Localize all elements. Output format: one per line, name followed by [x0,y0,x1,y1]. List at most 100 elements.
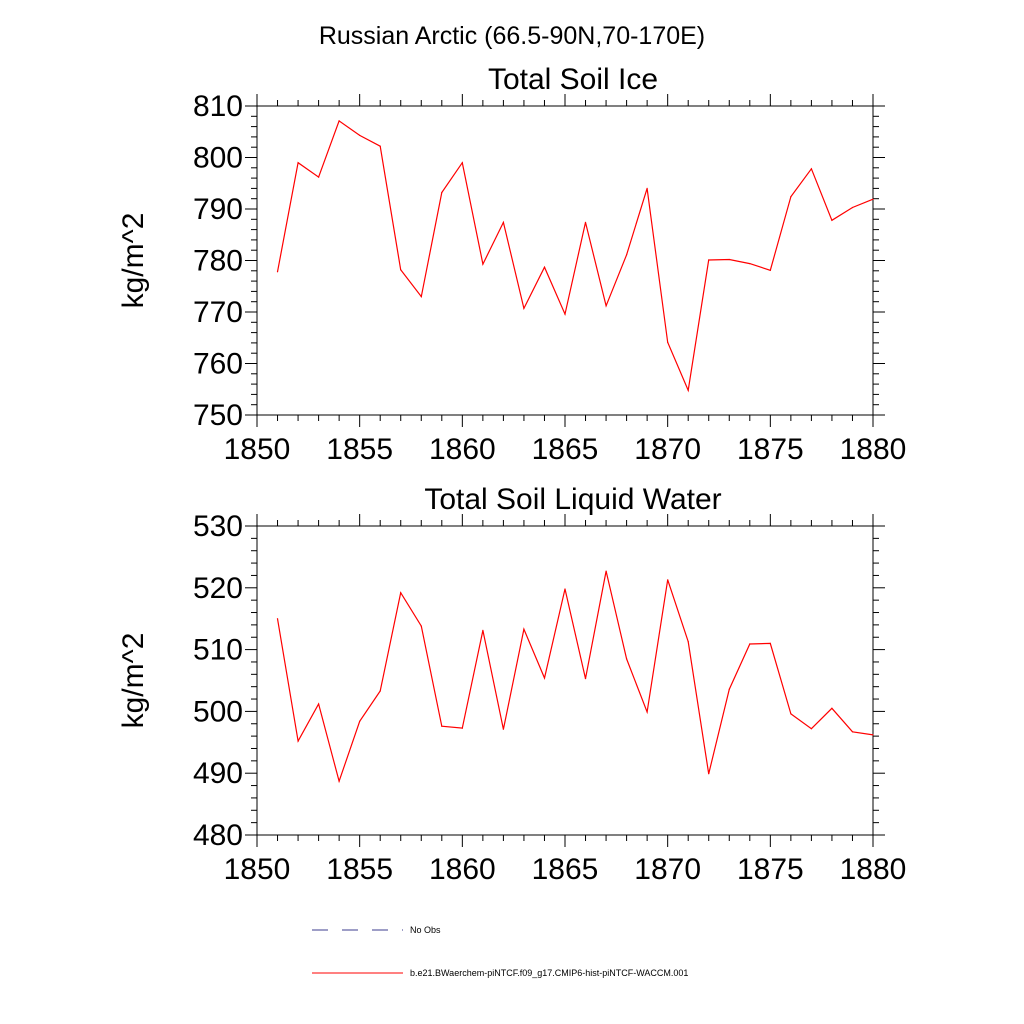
series-point [790,713,792,715]
series-line [276,570,874,784]
series-point [831,707,833,709]
y-tick-label: 480 [193,819,243,852]
y-axis-label: kg/m^2 [117,633,150,729]
series-point [626,658,628,660]
chart-title: Total Soil Liquid Water [424,483,721,516]
series-point [543,677,546,679]
x-tick-label: 1865 [532,853,599,886]
series-point [584,678,587,680]
y-tick-label: 520 [193,572,243,605]
series-point [605,305,607,307]
series-point [810,728,813,730]
x-tick-label: 1865 [532,433,599,466]
series-point [810,168,813,170]
x-tick-label: 1880 [840,433,907,466]
x-tick-label: 1875 [737,853,804,886]
y-tick-label: 500 [193,695,243,728]
series-point [318,176,320,178]
series-point [359,134,361,136]
y-tick-label: 810 [193,90,243,123]
series-point [564,313,566,315]
series-point [769,642,771,645]
series-point [543,266,546,268]
chart-panel: 1850 1855 1860 1865 1870 1875 1880 750 760 770 780… [117,63,906,466]
y-axis-label: kg/m^2 [117,213,150,309]
series-point [502,221,504,223]
y-tick-label: 510 [193,634,243,667]
series-point [276,271,279,273]
series-point [728,258,730,261]
x-tick-label: 1870 [634,853,701,886]
figure-suptitle: Russian Arctic (66.5-90N,70-170E) [319,22,705,50]
chart-panel: 1850 1855 1860 1865 1870 1875 1880 480 490 500 510… [117,483,906,886]
series-point [667,579,669,581]
series-point [441,191,443,194]
x-tick-label: 1855 [326,433,393,466]
x-tick-label: 1860 [429,853,496,886]
series-point [400,269,402,271]
x-tick-label: 1870 [634,433,701,466]
x-tick-label: 1880 [840,853,907,886]
y-tick-label: 790 [193,193,243,226]
legend-label: No Obs [410,925,441,935]
series-point [379,690,381,692]
series-point [482,629,484,632]
legend: No Obs b.e21.BWaerchem-piNTCF.f09_g17.CMI… [312,925,688,978]
series-point [400,592,402,594]
plot-frame [256,105,874,416]
series-point [687,641,689,643]
chart-panels: 1850 1855 1860 1865 1870 1875 1880 750 760 770 780… [117,63,906,886]
y-tick-label: 760 [193,348,243,381]
y-tick-label: 770 [193,296,243,329]
series-point [338,780,340,782]
series-point [708,259,710,261]
series-line [276,119,874,393]
legend-item: b.e21.BWaerchem-piNTCF.f09_g17.CMIP6-his… [312,968,688,978]
series-point [420,625,422,627]
series-point [461,727,463,729]
series-point [728,688,730,690]
series-point [420,296,422,298]
x-tick-label: 1860 [429,433,496,466]
series-point [482,263,484,265]
series-point [790,196,792,198]
series-point [523,307,525,309]
x-tick-label: 1875 [737,433,804,466]
legend-label: b.e21.BWaerchem-piNTCF.f09_g17.CMIP6-his… [410,968,688,978]
series-point [379,145,381,147]
series-point [297,740,299,742]
series-point [687,389,689,391]
series-point [276,618,279,620]
series-point [646,187,648,189]
series-point [338,120,340,122]
series-point [872,198,874,200]
series-point [851,206,854,209]
series-point [605,570,607,572]
series-point [359,720,361,722]
series-point [318,703,320,705]
x-tick-label: 1850 [224,853,291,886]
x-tick-label: 1850 [224,433,291,466]
series-point [872,734,874,736]
series-point [523,628,525,630]
y-tick-label: 490 [193,757,243,790]
y-tick-label: 780 [193,245,243,278]
series-point [441,725,443,727]
legend-item: No Obs [312,925,441,935]
series-point [646,711,648,713]
series-point [708,773,710,775]
series-point [851,731,854,733]
series-point [502,728,504,730]
x-tick-label: 1855 [326,853,393,886]
y-tick-label: 530 [193,510,243,543]
chart-title: Total Soil Ice [488,63,658,96]
series-point [584,221,587,223]
series-point [626,254,628,256]
series-point [749,263,751,265]
y-tick-label: 750 [193,399,243,432]
series-point [749,643,751,645]
series-point [769,269,771,271]
series-point [831,219,833,221]
series-point [461,162,463,164]
